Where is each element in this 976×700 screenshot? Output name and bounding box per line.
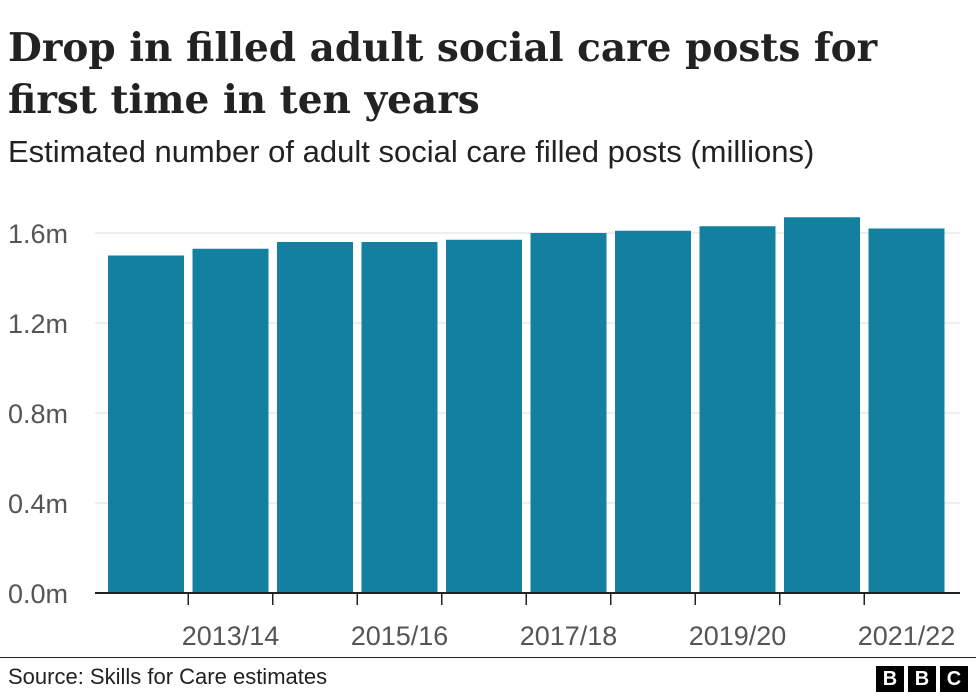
x-axis — [95, 592, 960, 605]
bar-2016-17 — [446, 239, 522, 593]
bbc-logo-letter: B — [908, 666, 936, 692]
y-tick-label: 1.6m — [8, 219, 68, 249]
chart-subtitle: Estimated number of adult social care fi… — [8, 134, 815, 169]
bbc-logo-letter: C — [940, 666, 968, 692]
x-tick-label: 2015/16 — [351, 621, 449, 651]
x-tick-label: 2017/18 — [520, 621, 618, 651]
y-tick-label: 0.4m — [8, 489, 68, 519]
bar-2014-15 — [277, 242, 353, 593]
bar-2021-22 — [868, 228, 945, 593]
chart-title: Drop in filled adult social care posts f… — [8, 25, 878, 123]
axis-labels: 0.0m 0.4m 0.8m 1.2m 1.6m 2013/14 2015/16 2017/1… — [8, 219, 955, 651]
bars — [108, 217, 945, 593]
bbc-logo: B B C — [876, 666, 968, 692]
source-note: Source: Skills for Care estimates — [8, 664, 328, 689]
footer-divider — [0, 657, 976, 658]
x-tick-label: 2021/22 — [858, 621, 956, 651]
bar-2013-14 — [192, 248, 269, 593]
bar-2019-20 — [699, 226, 776, 593]
y-tick-label: 0.8m — [8, 399, 68, 429]
bar-2012-13 — [108, 255, 184, 593]
x-tick-label: 2019/20 — [689, 621, 787, 651]
bbc-logo-letter: B — [876, 666, 904, 692]
bar-chart: 0.0m 0.4m 0.8m 1.2m 1.6m 2013/14 2015/16 2017/1… — [8, 217, 960, 651]
bar-2015-16 — [361, 242, 438, 593]
bar-2020-21 — [784, 217, 860, 593]
bar-2017-18 — [530, 233, 607, 593]
y-tick-label: 0.0m — [8, 579, 68, 609]
bar-2018-19 — [615, 230, 691, 593]
x-tick-label: 2013/14 — [182, 621, 280, 651]
y-tick-label: 1.2m — [8, 309, 68, 339]
